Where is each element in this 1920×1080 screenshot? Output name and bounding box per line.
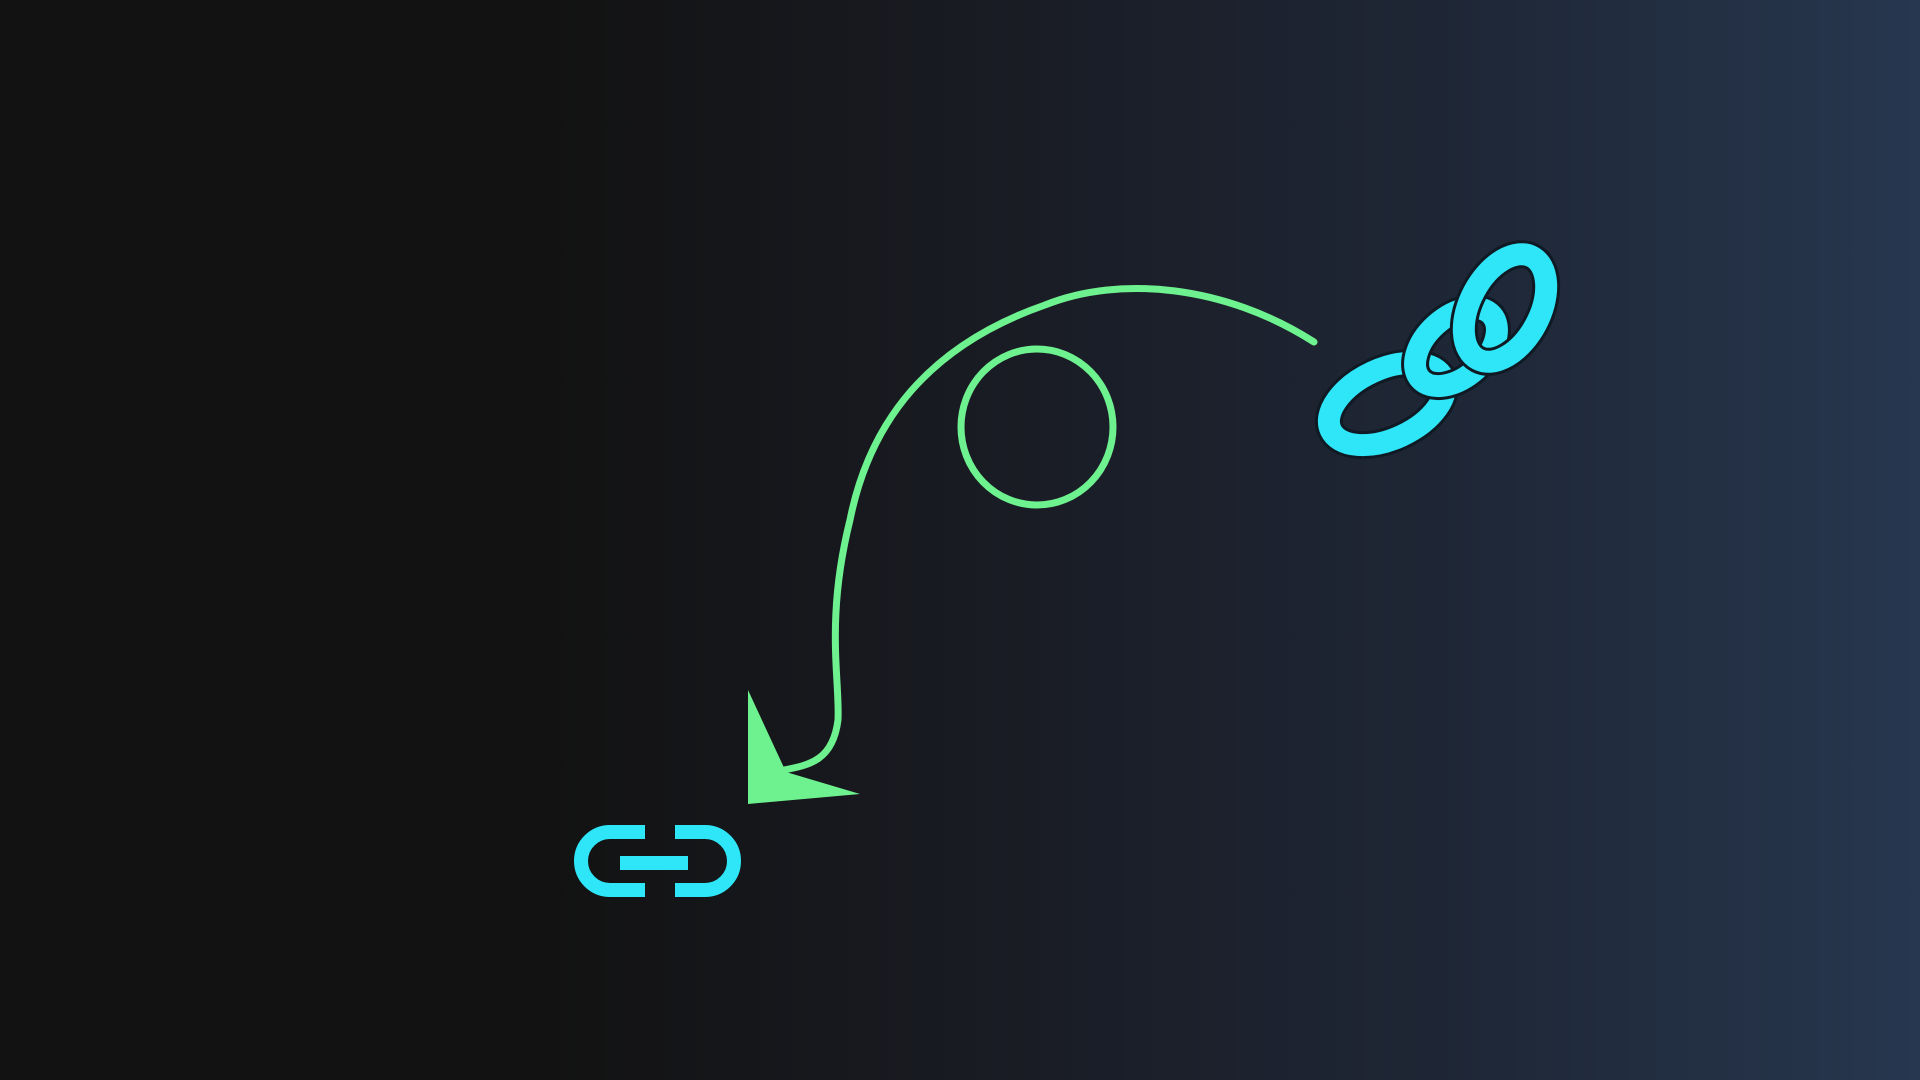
- link-icon: [574, 825, 741, 897]
- arrow-path: [780, 285, 1318, 774]
- link-icon-bar: [620, 856, 688, 870]
- arrowhead: [748, 690, 860, 804]
- arrow-loop: [957, 345, 1117, 509]
- curved-loop-arrow-icon: [748, 285, 1318, 804]
- chain-link-icon: [1314, 240, 1561, 460]
- link-icon-left-half: [574, 825, 645, 897]
- link-icon-right-half: [675, 825, 741, 897]
